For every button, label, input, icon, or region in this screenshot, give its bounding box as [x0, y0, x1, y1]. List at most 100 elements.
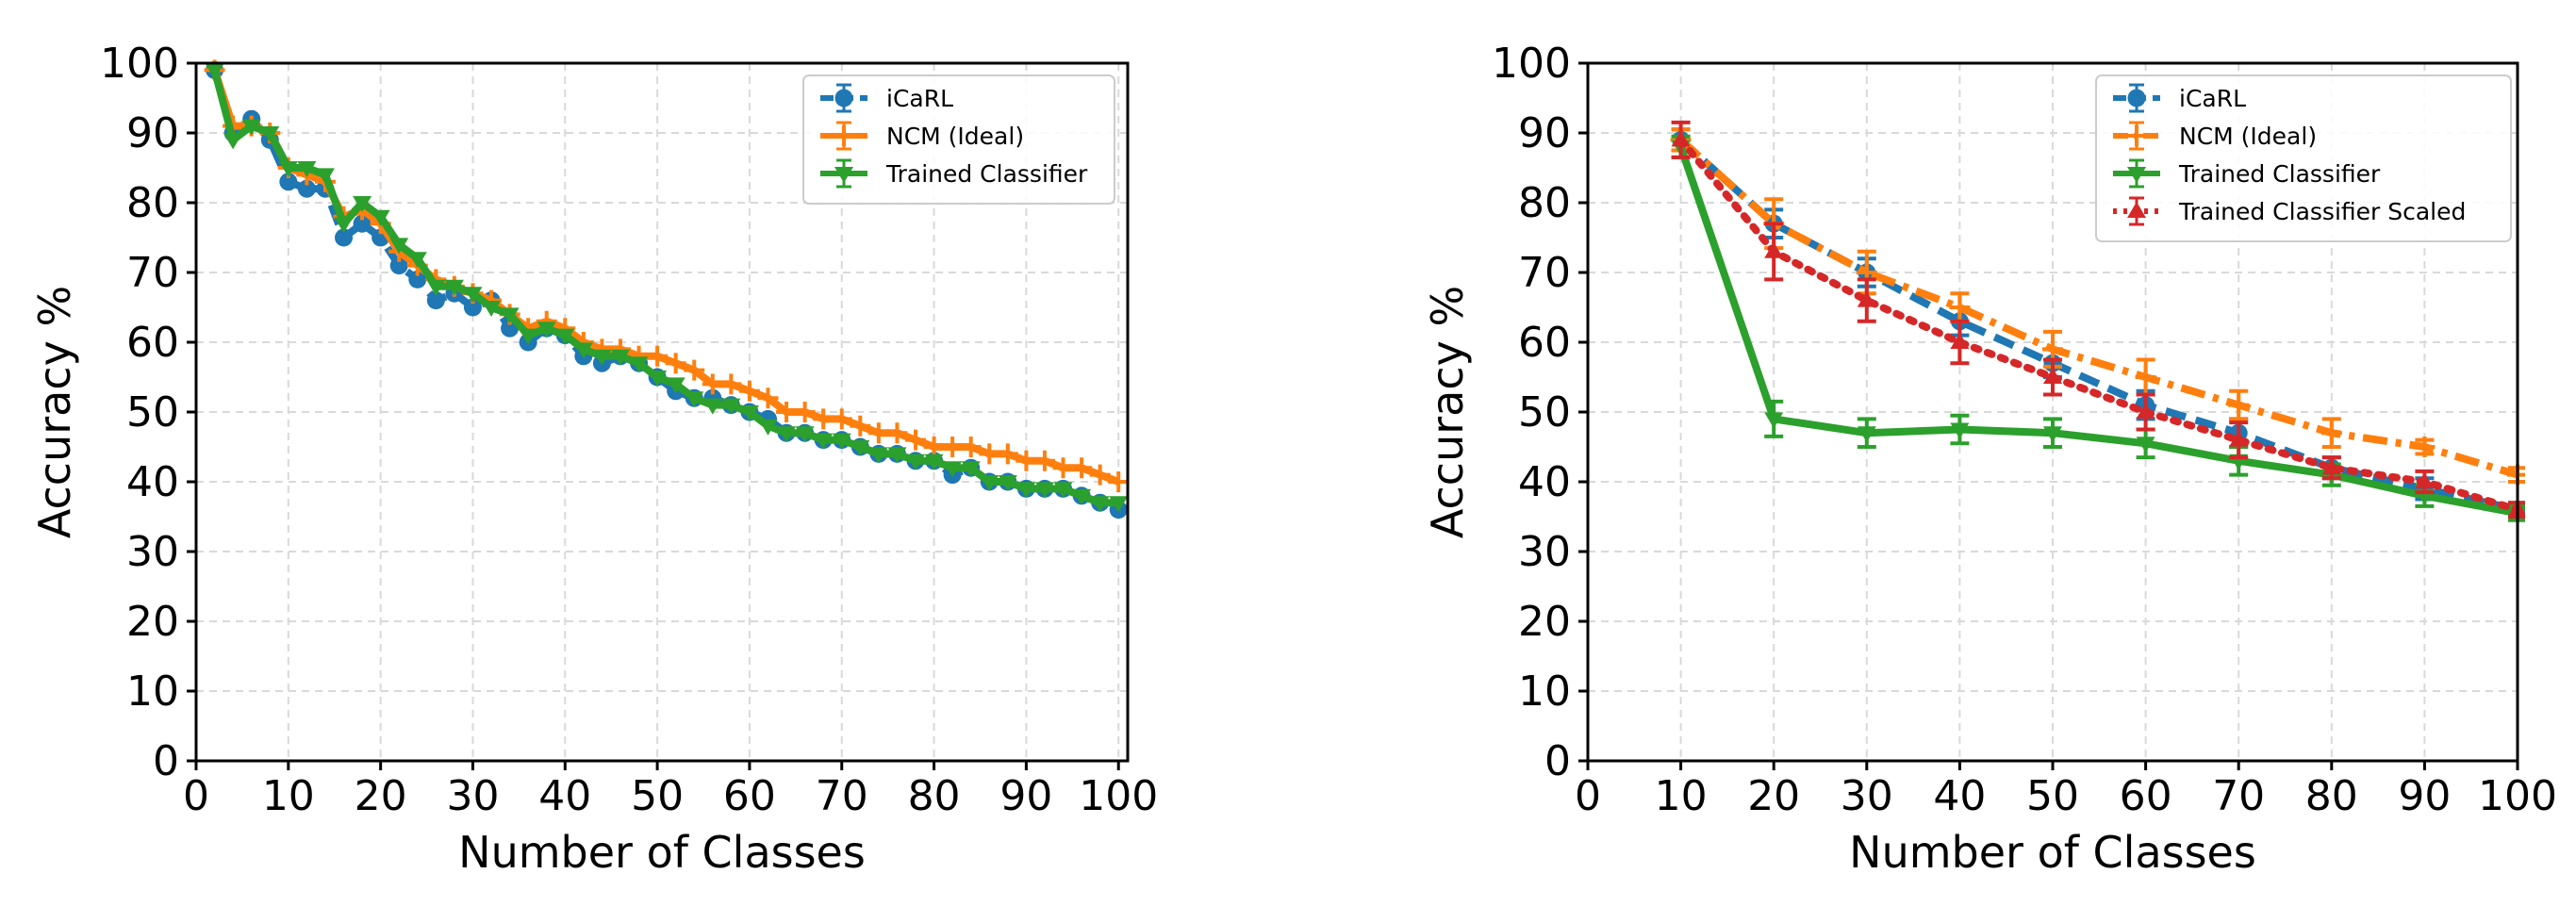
legend-marker — [2127, 89, 2146, 107]
x-tick-label: 100 — [2478, 772, 2557, 820]
series-line-trained-classifier — [1676, 145, 2518, 518]
data-point — [923, 437, 945, 457]
data-point — [241, 119, 261, 136]
data-point — [1764, 412, 1784, 429]
data-point — [1016, 482, 1036, 499]
data-point — [1090, 496, 1110, 513]
y-tick-label: 20 — [126, 598, 179, 646]
data-point — [353, 214, 372, 233]
legend-label: Trained Classifier — [885, 160, 1088, 188]
data-point — [408, 270, 427, 289]
data-point — [794, 402, 816, 422]
data-point — [1071, 457, 1093, 479]
legend-marker — [834, 125, 854, 146]
data-point — [463, 298, 482, 317]
x-tick-label: 60 — [723, 772, 776, 820]
data-point — [1109, 496, 1129, 513]
data-point — [777, 426, 797, 443]
data-point — [573, 342, 593, 359]
data-point — [1108, 471, 1130, 492]
data-point — [1950, 333, 1970, 349]
y-tick-label: 10 — [1518, 668, 1571, 716]
data-point — [353, 196, 372, 212]
x-tick-label: 90 — [999, 772, 1052, 820]
legend: iCaRL NCM (Ideal) Trained Classifier Traine… — [2095, 74, 2512, 242]
chart-panel-1: 0 10 20 30 40 50 60 70 80 90 100 0 10 20 30 40 50 60 70 80 9… — [29, 40, 1158, 878]
x-tick-label: 30 — [446, 772, 499, 820]
data-point — [648, 371, 668, 387]
legend-box — [2095, 74, 2512, 242]
legend-marker — [2127, 167, 2146, 183]
x-tick-label: 100 — [1079, 772, 1158, 820]
data-point — [1764, 241, 1784, 258]
data-point — [702, 398, 722, 415]
data-point — [482, 301, 502, 317]
data-point — [260, 126, 280, 142]
data-point — [335, 228, 354, 247]
data-point — [279, 173, 298, 191]
data-point — [721, 398, 741, 415]
data-point — [407, 252, 427, 269]
data-point — [757, 388, 779, 409]
data-point — [205, 63, 224, 80]
data-point — [960, 437, 982, 457]
data-point — [1857, 426, 1876, 443]
y-tick-label: 10 — [126, 668, 179, 716]
data-point — [555, 328, 575, 345]
data-point — [795, 426, 815, 443]
data-point — [610, 349, 630, 366]
data-point — [2043, 426, 2062, 443]
x-tick-label: 40 — [1933, 772, 1986, 820]
data-point — [1053, 482, 1073, 499]
data-point — [2136, 403, 2155, 419]
x-tick-label: 40 — [538, 772, 591, 820]
data-point — [868, 447, 888, 464]
x-tick-label: 0 — [1575, 772, 1601, 820]
data-point — [886, 422, 908, 444]
data-point — [647, 345, 669, 367]
legend-marker — [834, 167, 853, 183]
data-point — [1033, 450, 1055, 471]
data-point — [2228, 394, 2250, 416]
legend-marker — [834, 89, 853, 107]
data-point — [371, 209, 390, 226]
data-point — [444, 279, 464, 296]
data-point — [629, 356, 649, 373]
data-point — [1034, 482, 1054, 499]
y-tick-label: 30 — [1518, 528, 1571, 576]
data-point — [905, 429, 927, 451]
data-point — [720, 373, 742, 395]
x-tick-label: 10 — [262, 772, 315, 820]
data-point — [1016, 450, 1037, 471]
data-point — [906, 454, 926, 470]
x-tick-label: 20 — [355, 772, 407, 820]
data-point — [998, 475, 1017, 491]
data-point — [500, 307, 520, 324]
data-point — [850, 440, 870, 456]
x-tick-label: 70 — [816, 772, 868, 820]
data-point — [426, 279, 446, 296]
data-point — [315, 168, 335, 185]
x-axis-label: Number of Classes — [458, 827, 866, 878]
y-tick-label: 40 — [126, 458, 179, 506]
data-point — [2414, 437, 2436, 457]
y-tick-label: 50 — [1518, 388, 1571, 437]
x-tick-label: 80 — [908, 772, 961, 820]
y-tick-label: 0 — [153, 737, 179, 785]
x-axis-label: Number of Classes — [1849, 827, 2256, 878]
data-point — [685, 391, 704, 408]
data-point — [537, 322, 556, 338]
x-tick-label: 90 — [2398, 772, 2451, 820]
data-point — [2043, 368, 2062, 384]
data-point — [519, 328, 538, 345]
series-trained-classifier — [205, 63, 1129, 513]
series-trained-classifier-scaled — [1671, 120, 2525, 519]
data-point — [702, 373, 723, 395]
data-point — [684, 359, 705, 381]
y-tick-label: 90 — [1518, 109, 1571, 157]
data-point — [592, 349, 612, 366]
data-point — [334, 217, 354, 234]
y-tick-label: 20 — [1518, 598, 1571, 646]
data-point — [2321, 458, 2341, 475]
y-tick-label: 80 — [126, 179, 179, 227]
